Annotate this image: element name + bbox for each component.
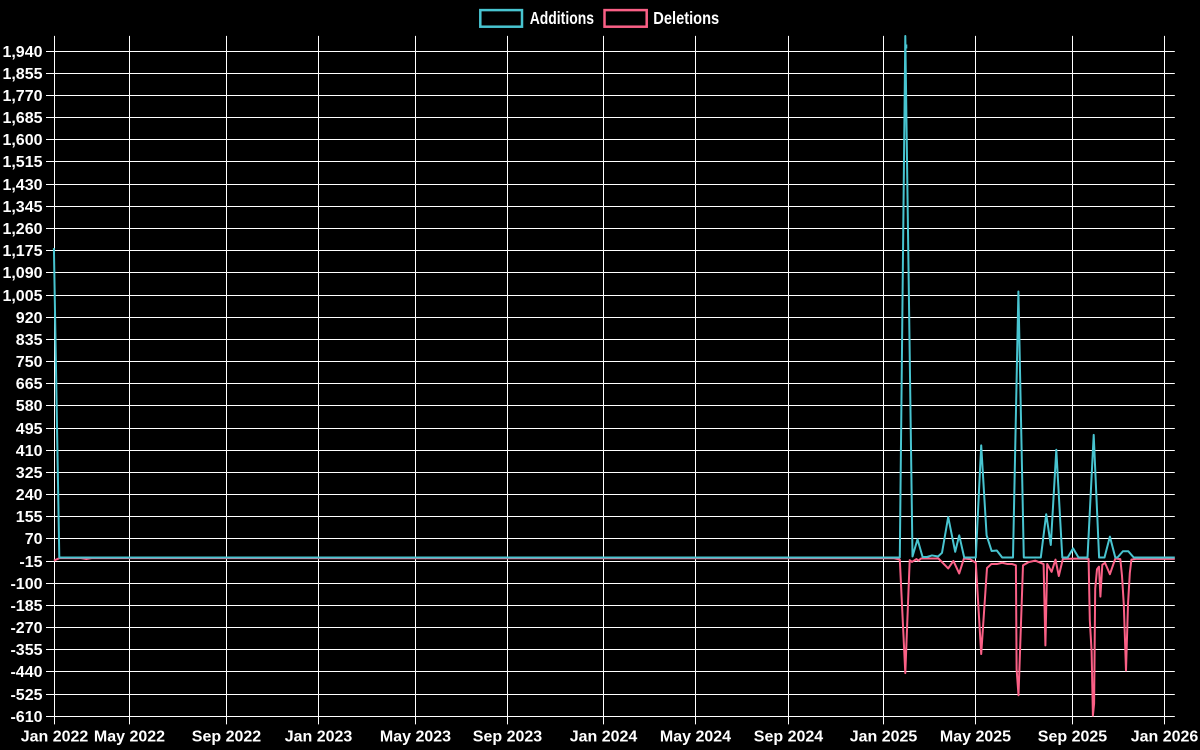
svg-text:-100: -100 [10,576,42,593]
svg-text:70: 70 [25,531,43,548]
svg-text:Sep 2023: Sep 2023 [473,729,542,746]
svg-text:-15: -15 [19,554,42,571]
svg-text:325: 325 [16,465,43,482]
svg-text:1,345: 1,345 [2,199,42,216]
svg-text:1,260: 1,260 [2,221,42,238]
svg-text:155: 155 [16,509,43,526]
svg-text:580: 580 [16,398,43,415]
svg-text:-355: -355 [10,642,42,659]
svg-text:495: 495 [16,421,43,438]
svg-text:Sep 2025: Sep 2025 [1038,729,1107,746]
svg-text:920: 920 [16,310,43,327]
svg-text:Sep 2024: Sep 2024 [754,729,823,746]
svg-text:1,770: 1,770 [2,88,42,105]
svg-text:835: 835 [16,332,43,349]
svg-text:May 2025: May 2025 [940,729,1011,746]
svg-text:-270: -270 [10,620,42,637]
svg-text:1,430: 1,430 [2,177,42,194]
svg-text:240: 240 [16,487,43,504]
svg-text:1,685: 1,685 [2,110,42,127]
svg-text:1,600: 1,600 [2,132,42,149]
svg-text:410: 410 [16,443,43,460]
svg-text:-525: -525 [10,687,42,704]
svg-text:1,515: 1,515 [2,154,42,171]
svg-text:-440: -440 [10,664,42,681]
svg-text:1,090: 1,090 [2,265,42,282]
svg-text:Jan 2022: Jan 2022 [21,729,89,746]
svg-text:Sep 2022: Sep 2022 [192,729,261,746]
svg-text:1,175: 1,175 [2,243,42,260]
svg-text:1,940: 1,940 [2,44,42,61]
svg-text:Jan 2025: Jan 2025 [850,729,918,746]
svg-text:Additions: Additions [530,8,595,28]
svg-text:Jan 2026: Jan 2026 [1131,729,1199,746]
svg-text:May 2023: May 2023 [380,729,451,746]
svg-text:-185: -185 [10,598,42,615]
svg-text:-610: -610 [10,709,42,726]
svg-text:Deletions: Deletions [653,8,719,28]
svg-text:750: 750 [16,354,43,371]
svg-text:Jan 2023: Jan 2023 [285,729,353,746]
svg-text:1,005: 1,005 [2,288,42,305]
svg-text:May 2022: May 2022 [94,729,165,746]
svg-text:May 2024: May 2024 [660,729,731,746]
svg-text:665: 665 [16,376,43,393]
svg-text:1,855: 1,855 [2,66,42,83]
svg-text:Jan 2024: Jan 2024 [570,729,638,746]
